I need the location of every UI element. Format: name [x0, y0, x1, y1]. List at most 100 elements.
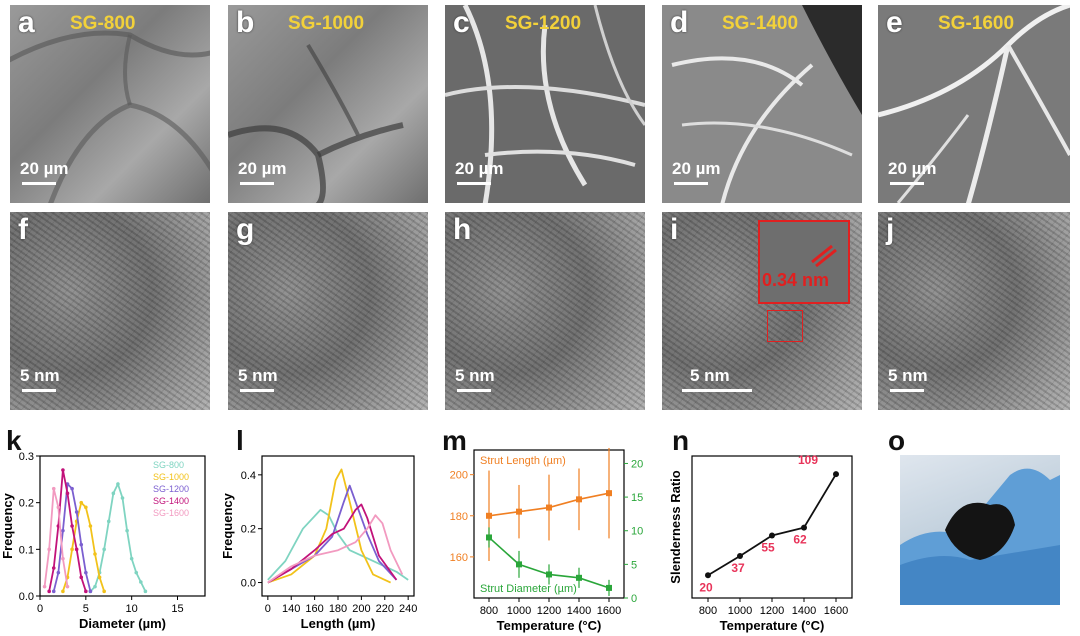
data-point: [70, 547, 74, 552]
data-point: [79, 575, 84, 580]
x-tick-label: 1600: [824, 605, 848, 617]
series-line: [267, 503, 398, 584]
panel-letter: j: [886, 213, 895, 246]
scale-label: 5 nm: [888, 366, 928, 385]
series-line: [62, 500, 106, 592]
tem-panel-f: f 5 nm: [10, 212, 210, 410]
x-tick-label: 140: [282, 603, 300, 615]
data-point: [486, 534, 492, 541]
panel-letter: b: [236, 6, 255, 39]
panel-letter-k: k: [6, 425, 22, 456]
x-tick-label: 800: [480, 605, 498, 617]
panel-letter: g: [236, 213, 255, 246]
x-tick-label: 10: [126, 603, 138, 615]
data-point: [47, 547, 51, 552]
data-point: [801, 524, 807, 531]
panel-letter-m: m: [442, 425, 467, 456]
y2-tick-label: 5: [631, 559, 637, 571]
data-point: [106, 519, 111, 524]
data-point: [74, 547, 79, 552]
plot-frame: [691, 455, 853, 599]
data-point: [84, 505, 88, 510]
x-tick-label: 1400: [567, 605, 591, 617]
panel-letter-o: o: [888, 425, 906, 456]
data-point: [129, 556, 134, 561]
y-tick-label: 0.0: [241, 578, 256, 590]
x-tick-label: 200: [352, 603, 370, 615]
series-line: [267, 468, 391, 584]
series-label: Strut Length (µm): [480, 455, 566, 467]
data-point: [576, 574, 582, 581]
foam-struts: [445, 5, 645, 203]
scale-label: 20 µm: [888, 159, 937, 178]
data-point: [546, 571, 552, 578]
data-point: [51, 589, 56, 594]
scale-bar: [457, 182, 491, 185]
legend-entry: SG-1200: [153, 484, 189, 494]
y-axis-label: Slenderness Ratio: [668, 470, 683, 583]
scale-bar: [890, 389, 924, 392]
y-axis-label: Frequency: [0, 492, 15, 559]
scale-label: 20 µm: [238, 159, 287, 178]
legend-entry: SG-1000: [153, 472, 189, 482]
data-point: [88, 524, 93, 528]
data-point: [56, 505, 61, 510]
data-point: [74, 510, 79, 514]
x-tick-label: 1200: [537, 605, 561, 617]
sem-panel-a: a SG-800 20 µm: [10, 5, 210, 203]
x-tick-label: 0: [37, 603, 43, 615]
y-tick-label: 0.2: [19, 498, 34, 510]
legend-entry: SG-1600: [153, 508, 189, 518]
sem-panel-b: b SG-1000 20 µm: [228, 5, 428, 203]
data-point: [93, 584, 97, 589]
y-tick-label: 0.0: [19, 591, 34, 603]
x-tick-label: 220: [376, 603, 394, 615]
sample-label: SG-1000: [288, 13, 365, 34]
foam-cells: [228, 43, 404, 203]
x-tick-label: 180: [329, 603, 347, 615]
foam-cells: [10, 30, 210, 203]
aerogel-photo: [900, 455, 1060, 605]
y2-tick-label: 10: [631, 526, 643, 538]
data-point: [84, 570, 88, 575]
data-point: [102, 547, 106, 552]
data-point: [97, 575, 102, 580]
y-tick-label: 0.1: [19, 544, 34, 556]
y-tick-label: 0.3: [19, 451, 34, 463]
data-point: [516, 561, 522, 568]
scale-label: 5 nm: [20, 366, 60, 385]
panel-letter: f: [18, 213, 28, 246]
scale-label: 20 µm: [672, 159, 721, 178]
foam-struts: [671, 5, 862, 203]
y1-tick-label: 200: [450, 470, 468, 482]
data-point: [606, 490, 612, 497]
scale-bar: [240, 389, 274, 392]
series-line: [43, 488, 69, 587]
y-tick-label: 0.4: [241, 470, 256, 482]
sem-panel-e: e SG-1600 20 µm: [878, 5, 1070, 203]
panel-letter-l: l: [236, 425, 244, 456]
data-point: [88, 589, 93, 594]
series-line: [52, 481, 92, 592]
scale-label: 20 µm: [455, 159, 504, 178]
data-label: 20: [699, 580, 713, 594]
data-point: [516, 508, 522, 515]
glove-and-sample-illustration: [900, 468, 1060, 605]
sample-label: SG-800: [70, 13, 136, 34]
y2-tick-label: 20: [631, 458, 643, 470]
data-point: [546, 504, 552, 511]
scale-label: 20 µm: [20, 159, 69, 178]
data-point: [120, 496, 125, 500]
data-point: [70, 524, 74, 528]
chart-diameter-distribution: 0 5 10 15 0.0 0.1 0.2 0.3 Diameter (µm) Frequency…: [0, 451, 206, 631]
tem-panel-g: g 5 nm: [228, 212, 428, 410]
y1-tick-label: 160: [450, 552, 468, 564]
data-point: [70, 486, 74, 491]
data-point: [125, 528, 129, 533]
panel-letter: i: [670, 213, 679, 246]
scale-label: 5 nm: [238, 366, 278, 385]
panel-letter: d: [670, 6, 689, 39]
chart-strut-vs-temperature: 800 1000 1200 1400 1600 160 180 200 0 5 10 15 20 Temp…: [450, 447, 643, 633]
chart-length-distribution: 0 140 160 180 200 220 240 0.0 0.2 0.4 Length (µm) F…: [220, 455, 417, 631]
sample-label: SG-1200: [505, 13, 582, 34]
